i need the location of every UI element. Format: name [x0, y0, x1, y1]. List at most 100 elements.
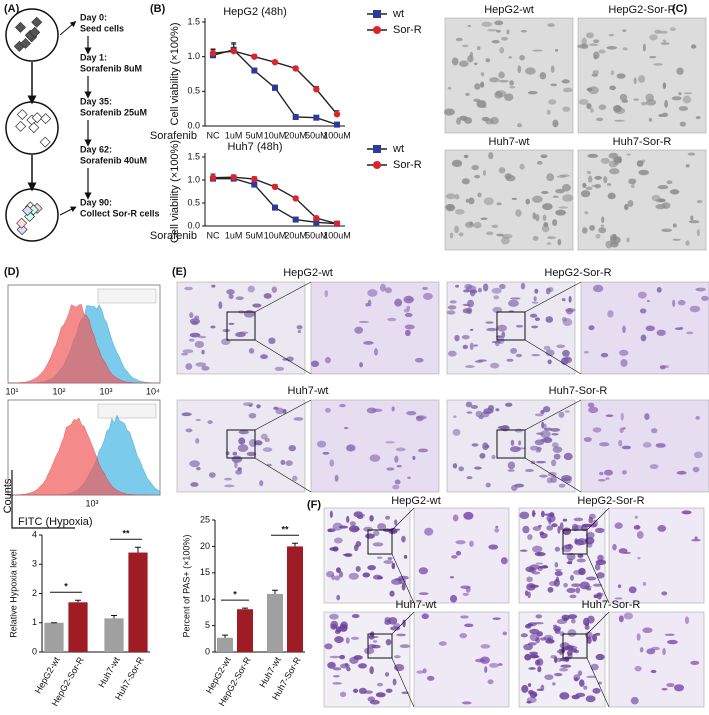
cell [592, 687, 601, 694]
error-bar [75, 599, 81, 603]
cell [501, 331, 506, 338]
cell [510, 297, 521, 300]
cell [585, 186, 593, 191]
cell [462, 592, 469, 596]
cell [394, 577, 403, 581]
cell [583, 437, 592, 442]
cell [332, 674, 340, 678]
cell [527, 642, 537, 646]
cell [532, 212, 537, 220]
cell [525, 198, 530, 205]
zoom-line [391, 657, 415, 708]
cell [585, 695, 596, 703]
significance-label: * [64, 582, 68, 592]
cell [534, 413, 544, 417]
cell [465, 365, 475, 368]
cell [491, 224, 499, 229]
cell [536, 631, 544, 637]
cell [461, 178, 470, 185]
cell [447, 87, 452, 90]
cell [248, 348, 255, 354]
cell [232, 451, 238, 456]
cell [394, 455, 399, 463]
cell [228, 293, 234, 299]
cell [545, 316, 554, 323]
panel-label: (B) [150, 3, 166, 15]
cell [377, 576, 384, 580]
cell [661, 591, 668, 596]
cell [188, 338, 195, 342]
cell [672, 223, 677, 228]
cell [342, 553, 352, 556]
cell [532, 49, 543, 52]
cell [685, 240, 690, 246]
cell [489, 663, 499, 668]
cell [545, 349, 555, 357]
cell [447, 350, 457, 357]
cell [554, 568, 562, 572]
cell [595, 653, 605, 661]
cell [657, 184, 669, 190]
y-tick-label: 0 [32, 646, 37, 656]
cell [532, 235, 539, 241]
cell [538, 524, 542, 528]
cell [473, 98, 481, 103]
cell [461, 334, 470, 340]
micrograph [176, 399, 306, 493]
legend-marker [373, 145, 381, 153]
cell [501, 233, 513, 239]
flow-legend [97, 288, 157, 304]
cell [667, 639, 678, 645]
cell [569, 574, 575, 581]
cell [687, 152, 696, 156]
cell [594, 175, 602, 180]
cell [666, 682, 675, 688]
cell [498, 167, 506, 174]
zoom-box [226, 311, 256, 341]
zoom-line [586, 611, 610, 635]
zoom-line [524, 339, 582, 375]
marker [292, 195, 299, 202]
image-label: HepG2-Sor-R [577, 495, 644, 507]
cell [531, 301, 539, 304]
x-tick-label: 10uM [264, 130, 287, 140]
cell [195, 418, 201, 422]
cell [466, 411, 473, 414]
cell [401, 582, 406, 591]
y-tick-label: 0.5 [187, 197, 200, 207]
cell [636, 531, 644, 539]
marker [251, 53, 258, 60]
cell [598, 104, 607, 110]
cell [690, 44, 697, 49]
micrograph [577, 149, 707, 251]
cell [406, 410, 417, 416]
cell [369, 666, 374, 675]
cell [324, 356, 331, 364]
cell [599, 471, 604, 476]
cell [618, 349, 629, 356]
cell [556, 175, 566, 179]
cell [262, 447, 273, 453]
cell [465, 92, 470, 97]
cell [606, 183, 612, 186]
cell [566, 552, 576, 561]
cell [555, 209, 567, 216]
micrograph [446, 281, 576, 375]
cell [518, 440, 522, 446]
cell [454, 209, 465, 215]
cell [373, 348, 378, 356]
cell [592, 284, 604, 293]
cell [248, 404, 253, 407]
cell [480, 81, 485, 88]
cell [414, 357, 424, 363]
cell [650, 669, 657, 674]
cell [634, 665, 642, 672]
cell [355, 540, 362, 547]
cell [569, 594, 577, 599]
cell [387, 556, 393, 561]
cell [546, 514, 556, 523]
cell [455, 540, 466, 545]
cell [656, 287, 662, 293]
marker [313, 214, 320, 222]
marker [292, 65, 299, 72]
